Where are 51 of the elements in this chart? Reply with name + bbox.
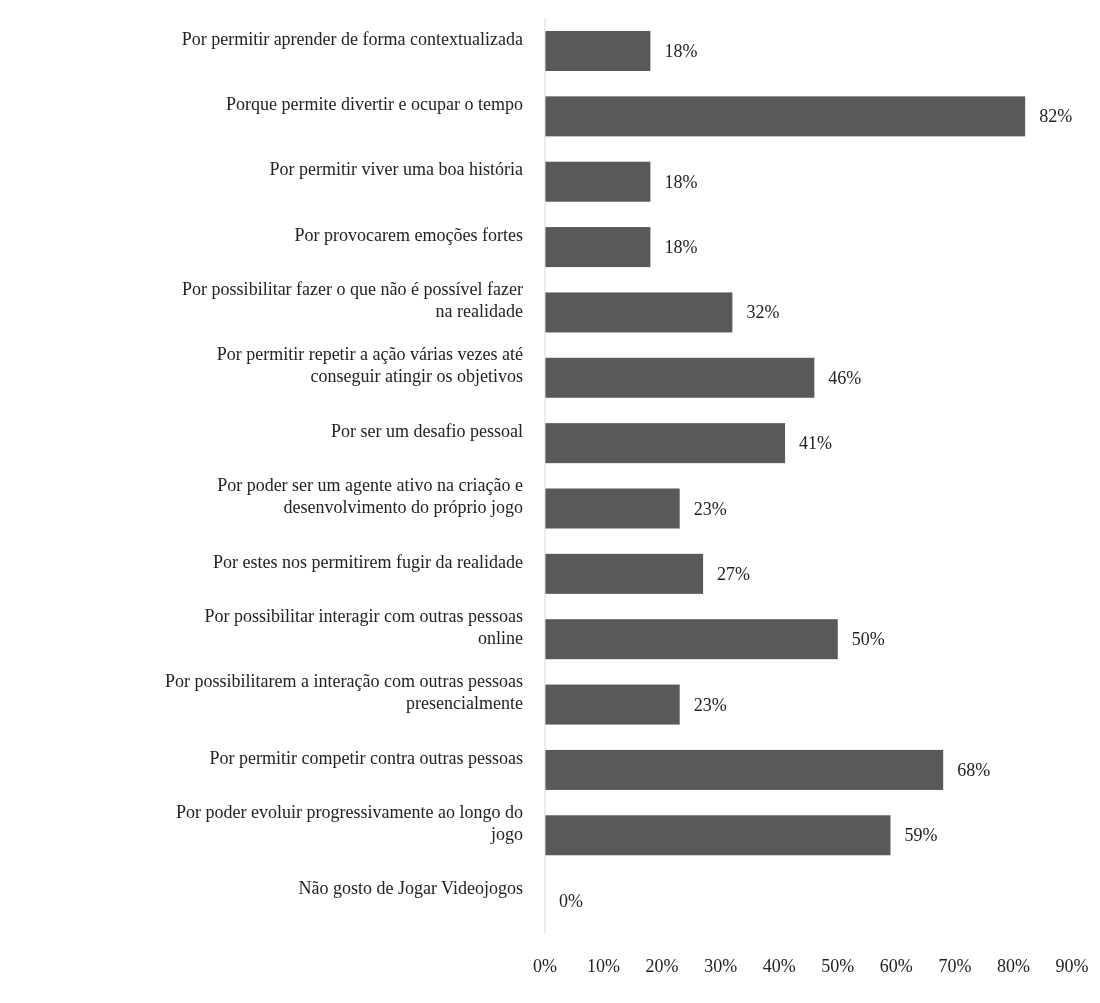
x-tick-label: 70% — [938, 955, 972, 976]
bar — [545, 815, 891, 856]
bar — [545, 161, 651, 202]
data-label: 0% — [559, 890, 583, 911]
bar — [545, 423, 786, 464]
bar — [545, 292, 733, 333]
x-tick-label: 40% — [762, 955, 796, 976]
x-tick-label: 90% — [1055, 955, 1089, 976]
x-tick-label: 50% — [821, 955, 855, 976]
bar — [545, 553, 704, 594]
data-label: 18% — [664, 171, 698, 192]
x-tick-label: 20% — [645, 955, 679, 976]
y-tick-label: Por permitir competir contra outras pessoas — [209, 747, 523, 768]
y-tick-label: Por possibilitarem a interação com outras pessoas presencialmente — [165, 671, 523, 714]
data-label: 18% — [664, 237, 698, 258]
x-tick-label: 60% — [879, 955, 913, 976]
data-label: 82% — [1039, 106, 1073, 127]
data-label: 68% — [957, 759, 991, 780]
data-label: 41% — [799, 433, 833, 454]
x-tick-label: 0% — [533, 955, 557, 976]
y-tick-label: Por ser um desafio pessoal — [331, 420, 523, 441]
y-tick-label: Porque permite divertir e ocupar o tempo — [226, 94, 523, 115]
bar — [545, 31, 651, 71]
data-label: 59% — [904, 825, 938, 846]
bar — [545, 96, 1026, 137]
data-label: 18% — [664, 41, 698, 61]
bar — [545, 749, 944, 790]
data-label: 23% — [693, 694, 727, 715]
data-label: 46% — [828, 367, 862, 388]
y-tick-label: Por poder ser um agente ativo na criação e desenvolvimento do próprio jogo — [217, 475, 523, 518]
bar — [545, 357, 815, 398]
y-tick-label: Por provocarem emoções fortes — [294, 224, 523, 245]
bar — [545, 488, 680, 529]
data-label: 23% — [693, 498, 727, 519]
y-tick-label: Por permitir aprender de forma contextualizada — [181, 28, 523, 49]
y-tick-label: Por permitir repetir a ação várias vezes até conseguir atingir os objetivos — [216, 344, 524, 387]
y-tick-label: Por permitir viver uma boa história — [269, 159, 523, 180]
y-tick-label: Por estes nos permitirem fugir da realidade — [213, 551, 524, 572]
bar — [545, 619, 838, 660]
y-tick-label: Por poder evoluir progressivamente ao longo do jogo — [176, 801, 523, 844]
bar — [545, 684, 680, 725]
y-tick-label: Não gosto de Jogar Videojogos — [298, 878, 523, 899]
data-label: 32% — [746, 302, 780, 323]
x-tick-label: 30% — [704, 955, 738, 976]
bar — [545, 227, 651, 268]
x-tick-label: 10% — [587, 955, 621, 976]
data-label: 27% — [717, 563, 751, 584]
y-tick-label: Por possibilitar fazer o que não é possível fazer na realidade — [182, 279, 523, 322]
data-label: 50% — [851, 629, 885, 650]
y-tick-label: Por possibilitar interagir com outras pessoas online — [204, 605, 523, 648]
x-tick-label: 80% — [996, 955, 1030, 976]
